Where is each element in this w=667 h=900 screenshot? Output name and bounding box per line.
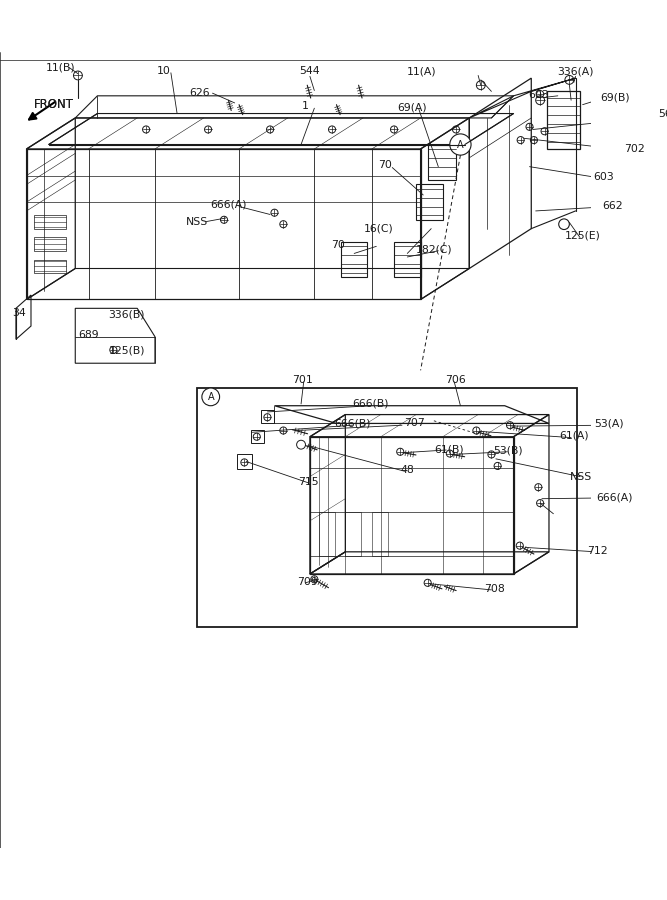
Text: 666(A): 666(A) [596, 493, 633, 503]
Text: 61(B): 61(B) [434, 444, 464, 454]
Text: 336(A): 336(A) [558, 67, 594, 76]
Text: 715: 715 [298, 477, 318, 487]
Text: 11(B): 11(B) [45, 62, 75, 73]
Text: 568: 568 [658, 109, 667, 119]
Text: 666(B): 666(B) [352, 399, 388, 409]
Circle shape [450, 134, 471, 155]
Text: 61(A): 61(A) [559, 431, 588, 441]
Text: 712: 712 [588, 546, 608, 556]
Text: FRONT: FRONT [33, 98, 73, 112]
Text: A: A [457, 140, 464, 149]
Text: 336(B): 336(B) [108, 310, 145, 320]
Text: 125(E): 125(E) [565, 230, 600, 240]
Text: 16(C): 16(C) [364, 223, 394, 234]
Text: 626: 626 [189, 88, 209, 98]
Text: 125(B): 125(B) [108, 346, 145, 356]
Text: A: A [207, 392, 214, 402]
Text: 666(B): 666(B) [334, 418, 371, 428]
Text: 708: 708 [484, 584, 504, 594]
Text: 10: 10 [157, 66, 171, 76]
Text: 662: 662 [602, 201, 623, 211]
Text: NSS: NSS [570, 472, 592, 482]
Text: NSS: NSS [185, 217, 207, 227]
Text: 701: 701 [292, 375, 313, 385]
Text: 603: 603 [594, 172, 614, 183]
Text: 544: 544 [299, 66, 320, 76]
Text: 69(A): 69(A) [397, 103, 427, 112]
Text: 603: 603 [528, 90, 549, 100]
Text: 70: 70 [331, 240, 346, 250]
Text: 48: 48 [400, 465, 414, 475]
Text: 11(A): 11(A) [407, 66, 436, 76]
Text: 34: 34 [13, 308, 27, 318]
Text: 182(C): 182(C) [416, 245, 452, 255]
Text: 702: 702 [624, 144, 644, 154]
Text: 689: 689 [78, 330, 99, 340]
Text: FRONT: FRONT [33, 98, 73, 112]
Text: 69(B): 69(B) [600, 93, 630, 103]
Text: 53(B): 53(B) [494, 446, 523, 456]
Text: 709: 709 [297, 577, 317, 587]
Text: 706: 706 [445, 375, 466, 385]
Text: 707: 707 [404, 418, 424, 428]
Circle shape [202, 388, 219, 406]
Text: 70: 70 [378, 160, 392, 170]
Text: 666(A): 666(A) [210, 200, 247, 210]
Text: 53(A): 53(A) [594, 418, 624, 428]
Text: 1: 1 [302, 102, 309, 112]
